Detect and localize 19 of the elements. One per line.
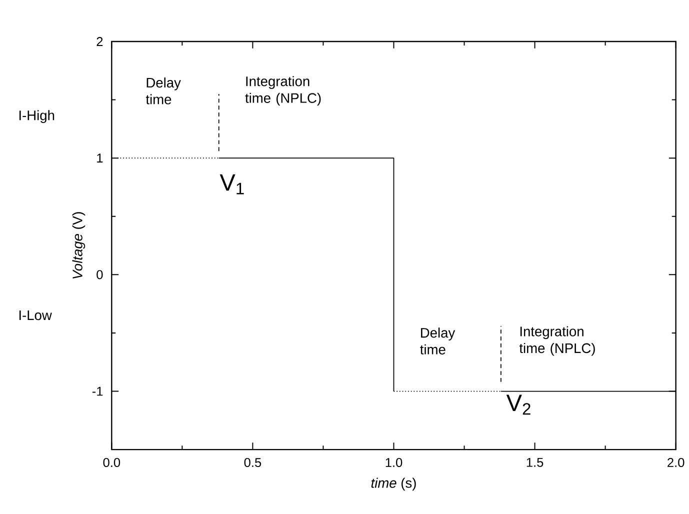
y-tick-label: 0 (96, 270, 103, 280)
text: I-Low (19, 310, 52, 320)
y-tick-label: -1 (92, 386, 103, 396)
y-tick-label: 1 (97, 154, 103, 163)
x-tick-label: 0.0 (103, 458, 120, 468)
x-tick-label: 1.5 (526, 458, 544, 468)
annotation: V$_{1}$ (220, 174, 244, 194)
annotation: V$_{2}$ (506, 394, 530, 415)
x-tick-label: 0.5 (244, 458, 262, 468)
annotation: Delay time (146, 78, 181, 104)
x-tick-label: 2.0 (668, 458, 684, 468)
annotation: Integration time (NPLC) (519, 326, 595, 356)
x-tick-label: 1.0 (386, 458, 402, 468)
y-axis-title: Voltage (V) (72, 212, 86, 279)
annotation: Delay time (420, 328, 456, 355)
annotation: Integration time (NPLC) (245, 76, 321, 106)
text: I-High (19, 110, 54, 124)
y-tick-label: 2 (96, 37, 103, 46)
x-axis-title: time (s) (371, 478, 416, 491)
